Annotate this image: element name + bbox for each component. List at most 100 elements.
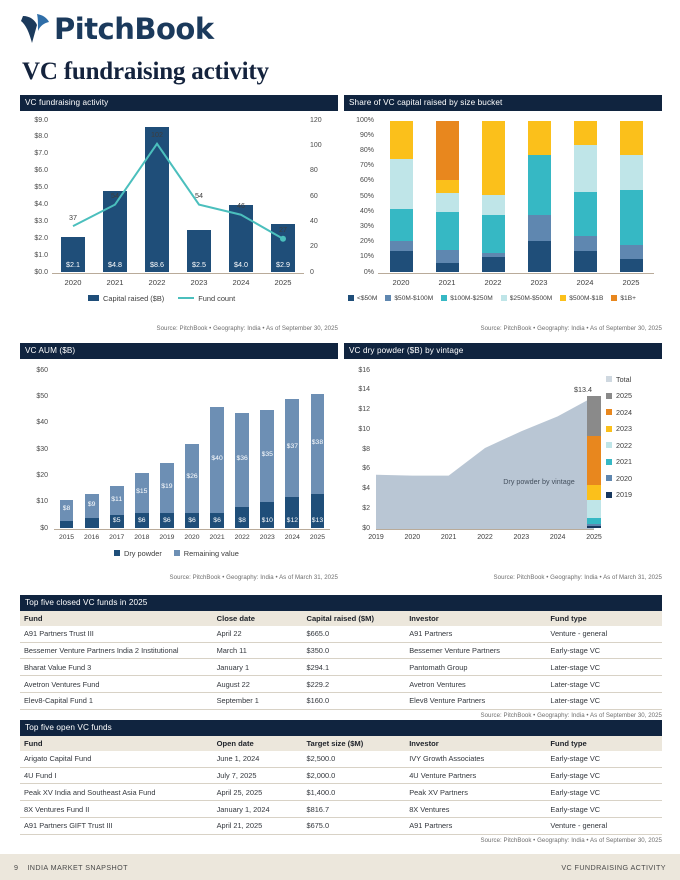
vintage-segment-2021 — [587, 517, 601, 524]
area-annotation: Dry powder by vintage — [503, 476, 575, 486]
table-header-row: Fund Close date Capital raised ($M) Investo… — [20, 610, 662, 626]
x-axis-tick: 2025 — [274, 277, 292, 287]
page-title: VC fundraising activity — [22, 58, 269, 85]
x-axis-tick: 2021 — [440, 533, 457, 541]
bar-capital-raised — [103, 191, 127, 273]
bar-segment-<$50M — [481, 257, 505, 273]
y2-axis-tick: 80 — [310, 167, 318, 175]
y-axis-tick: 50% — [359, 192, 374, 200]
legend-item-2020: 2020 — [606, 474, 632, 483]
y-axis-tick: $9.0 — [34, 116, 48, 124]
bar-segment-$500M-$1B — [389, 120, 413, 159]
x-axis-tick: 2018 — [134, 533, 150, 541]
table-cell: Elev8-Capital Fund 1 — [20, 692, 213, 710]
bar-value-label-dry-powder: $13 — [311, 516, 324, 524]
bar-segment-$100M-$250M — [481, 214, 505, 253]
bar-segment-remaining-value — [160, 462, 174, 513]
x-axis-tick: 2020 — [392, 277, 410, 287]
bar-value-label-remaining-value: $26 — [186, 473, 198, 481]
bar-segment-dry-powder — [84, 517, 99, 529]
table-title-closed-funds: Top five closed VC funds in 2025 — [20, 595, 662, 611]
chart-legend: Dry powder Remaining value — [114, 549, 239, 558]
y-axis-tick: 10% — [359, 253, 374, 261]
legend-swatch-2023 — [606, 425, 612, 432]
source-size-bucket: Source: PitchBook • Geography: India • A… — [480, 324, 662, 332]
y-axis-tick: $50 — [36, 392, 48, 400]
x-axis-tick: 2023 — [530, 277, 548, 287]
bar-value-label-dry-powder: $6 — [188, 516, 196, 524]
line-value-label: 54 — [111, 191, 119, 201]
x-axis-line — [376, 528, 594, 530]
page-footer: 9 INDIA MARKET SNAPSHOT VC FUNDRAISING A… — [0, 854, 680, 880]
bar-value-label-remaining-value: $11 — [111, 495, 123, 503]
chart-body-aum: $0 $10 $20 $30 $40 $50 $60 $8 2015 $9 2016 $5 $11 201… — [20, 358, 338, 572]
bar-segment-$250M-$500M — [389, 158, 413, 209]
bar-segment-$100M-$250M — [389, 208, 413, 241]
pitchbook-book-logo-icon — [21, 14, 49, 43]
x-axis-tick: 2024 — [576, 277, 594, 287]
legend-swatch-$1B+ — [611, 295, 618, 301]
footer-page-number: 9 — [14, 862, 19, 872]
legend-swatch-2019 — [606, 491, 612, 498]
chart-body-dry-powder: $0 $2 $4 $6 $8 $10 $12 $14 $16 2019 2020 2021 2022 20… — [344, 358, 662, 572]
legend-swatch-$100M-$250M — [441, 295, 448, 301]
table-cell: $675.0 — [302, 817, 406, 835]
chart-panel-size-bucket: Share of VC capital raised by size bucke… — [344, 95, 662, 332]
x-axis-tick: 2024 — [232, 277, 250, 287]
column-header: Capital raised ($M) — [302, 610, 406, 626]
table-row: A91 Partners Trust III April 22 $665.0 A91 … — [20, 625, 662, 643]
bar-segment-remaining-value — [260, 410, 275, 503]
table-cell: April 22 — [212, 625, 303, 643]
footer-right-label: VC FUNDRAISING ACTIVITY — [561, 862, 666, 872]
bar-value-label-remaining-value: $15 — [136, 487, 148, 495]
legend-label-remaining-value: Remaining value — [183, 548, 239, 558]
chart-legend: Capital raised ($B) Fund count — [88, 294, 235, 303]
bar-segment-$100M-$250M — [573, 191, 597, 237]
table-cell: Pantomath Group — [405, 658, 547, 677]
legend-item-2024: 2024 — [606, 408, 632, 417]
line-value-label: 37 — [69, 212, 77, 222]
legend-swatch-$50M-$100M — [385, 295, 392, 301]
source-dry-powder: Source: PitchBook • Geography: India • A… — [493, 573, 662, 581]
line-value-label: 102 — [151, 130, 163, 140]
table-cell: Peak XV Partners — [405, 783, 547, 802]
chart-body-fundraising: $0.0 $1.0 $2.0 $3.0 $4.0 $5.0 $6.0 $7.0 $8.0 $9.0… — [20, 110, 338, 323]
legend-swatch-remaining-value — [173, 550, 180, 556]
y-axis-tick: $30 — [36, 445, 48, 453]
legend-label-2023: 2023 — [616, 424, 632, 433]
chart-title-aum: VC AUM ($B) — [20, 343, 338, 359]
table-cell: June 1, 2024 — [212, 750, 303, 768]
bar-segment-dry-powder — [160, 512, 174, 529]
y-axis-tick: $12 — [358, 406, 370, 413]
bar-value-label: $2.5 — [191, 259, 206, 269]
legend-item-2023: 2023 — [606, 424, 632, 433]
x-axis-tick: 2021 — [106, 277, 124, 287]
column-header: Fund — [20, 610, 213, 626]
table-cell: $350.0 — [302, 642, 406, 660]
legend-swatch-fund-count — [178, 296, 195, 300]
y-axis-tick: 0% — [363, 268, 374, 276]
legend-label-$500M-$1B: $500M-$1B — [569, 294, 604, 302]
bar-segment-$100M-$250M — [527, 155, 551, 215]
y-axis-tick: $10 — [36, 498, 48, 506]
y-axis-tick: 90% — [359, 131, 374, 139]
bar-segment-dry-powder — [109, 515, 124, 529]
x-axis-tick: 2022 — [477, 533, 493, 541]
source-fundraising: Source: PitchBook • Geography: India • A… — [156, 324, 338, 332]
x-axis-tick: 2019 — [159, 533, 175, 541]
y-axis-tick: $3.0 — [34, 217, 48, 225]
peak-value-label: $13.4 — [574, 385, 592, 395]
bar-value-label-dry-powder: $5 — [112, 516, 121, 524]
x-axis-tick: 2024 — [549, 533, 566, 541]
bar-segment-$250M-$500M — [619, 155, 643, 191]
column-header: Close date — [212, 610, 303, 626]
table-cell: Bessemer Venture Partners India 2 Instit… — [20, 642, 213, 660]
footer-section-label: INDIA MARKET SNAPSHOT — [27, 862, 128, 872]
table-row: Bessemer Venture Partners India 2 Instit… — [20, 642, 662, 660]
y-axis-tick: $6 — [362, 465, 370, 473]
bar-value-label: $2.1 — [65, 259, 80, 269]
x-axis-line — [378, 272, 654, 274]
table-cell: $1,400.0 — [302, 783, 406, 802]
table-cell: April 21, 2025 — [212, 817, 303, 835]
